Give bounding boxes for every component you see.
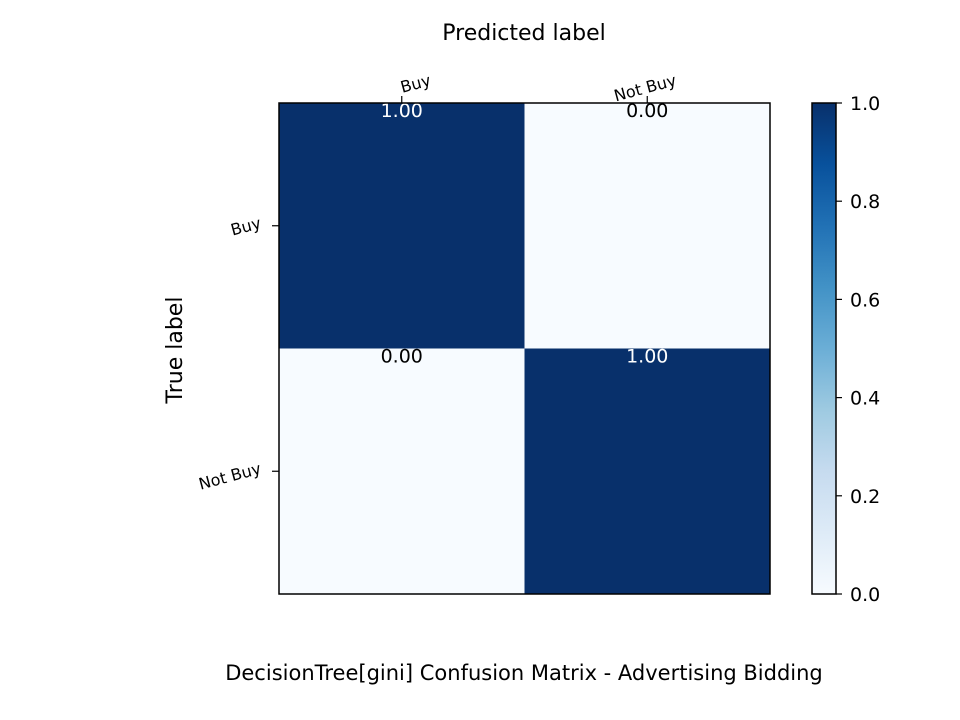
heatmap-cell (279, 348, 525, 594)
colorbar-tick-label: 0.6 (850, 289, 880, 311)
colorbar-tick-label: 0.4 (850, 388, 880, 410)
cell-value-label: 1.00 (381, 100, 423, 122)
cell-value-label: 1.00 (626, 345, 668, 367)
colorbar-tick-label: 0.8 (850, 191, 880, 213)
chart-title: DecisionTree[gini] Confusion Matrix - Ad… (225, 661, 823, 685)
colorbar-tick-label: 0.2 (850, 486, 880, 508)
colorbar-tick-label: 0.0 (850, 584, 880, 606)
y-tick-label: Buy (229, 213, 263, 239)
cell-value-label: 0.00 (381, 345, 423, 367)
heatmap-cells: 1.00 0.00 0.00 1.00 (279, 100, 770, 594)
heatmap-cell (524, 348, 770, 594)
colorbar-ticks: 0.0 0.2 0.4 0.6 0.8 1.0 (836, 93, 880, 606)
y-axis-label: True label (163, 297, 188, 405)
colorbar-tick-label: 1.0 (850, 93, 880, 115)
plot-frame (278, 102, 771, 595)
x-tick-label: Buy (398, 71, 432, 97)
heatmap-cell (524, 103, 770, 349)
y-tick-label: Not Buy (197, 459, 263, 494)
cell-value-label: 0.00 (626, 100, 668, 122)
x-axis-label: Predicted label (442, 21, 605, 46)
heatmap-cell (279, 103, 525, 349)
colorbar-gradient (811, 102, 837, 595)
